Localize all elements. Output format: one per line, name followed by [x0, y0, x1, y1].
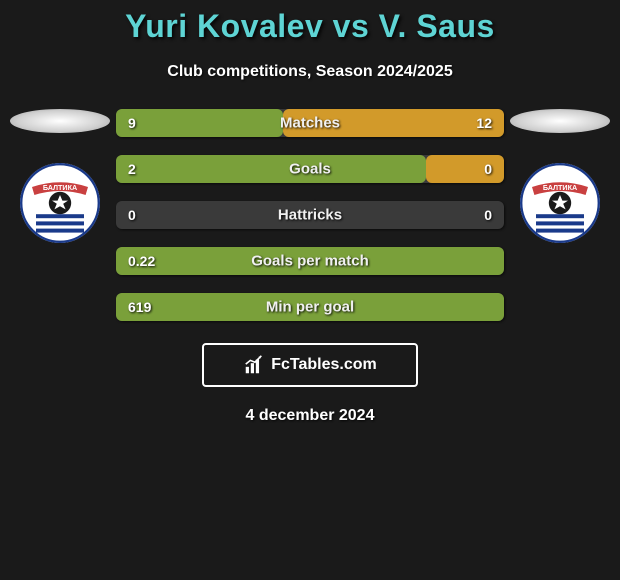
right-side: БАЛТИКА — [508, 109, 612, 243]
stat-row: 0 Hattricks 0 — [116, 201, 504, 229]
page-title: Yuri Kovalev vs V. Saus — [0, 8, 620, 45]
bar-left — [116, 109, 283, 137]
brand-box[interactable]: FcTables.com — [202, 343, 418, 387]
stats-column: 9 Matches 12 2 Goals 0 0 Hattricks 0 0.22 Goals pe… — [112, 109, 508, 321]
stat-row: 9 Matches 12 — [116, 109, 504, 137]
bar-left — [116, 155, 426, 183]
club-logo-left: БАЛТИКА — [20, 163, 100, 243]
left-side: БАЛТИКА — [8, 109, 112, 243]
stat-label: Goals — [289, 161, 331, 178]
stat-label: Min per goal — [266, 299, 354, 316]
stat-value-left: 619 — [128, 299, 151, 315]
stat-value-left: 9 — [128, 115, 136, 131]
svg-text:БАЛТИКА: БАЛТИКА — [543, 183, 577, 192]
baltika-logo-icon: БАЛТИКА — [520, 163, 600, 243]
club-logo-right: БАЛТИКА — [520, 163, 600, 243]
bar-right — [426, 155, 504, 183]
stat-value-left: 0.22 — [128, 253, 155, 269]
stat-value-right: 0 — [484, 161, 492, 177]
stat-label: Hattricks — [278, 207, 342, 224]
stat-row: 2 Goals 0 — [116, 155, 504, 183]
stat-value-left: 2 — [128, 161, 136, 177]
stat-value-right: 0 — [484, 207, 492, 223]
svg-text:БАЛТИКА: БАЛТИКА — [43, 183, 77, 192]
main-area: БАЛТИКА 9 Matches 12 2 Goals 0 0 Hattricks 0 0.22… — [0, 109, 620, 321]
date-label: 4 december 2024 — [0, 407, 620, 425]
stat-value-left: 0 — [128, 207, 136, 223]
comparison-card: Yuri Kovalev vs V. Saus Club competition… — [0, 0, 620, 425]
player-avatar-right — [510, 109, 610, 133]
player-avatar-left — [10, 109, 110, 133]
stat-row: 619 Min per goal — [116, 293, 504, 321]
subtitle: Club competitions, Season 2024/2025 — [0, 63, 620, 81]
chart-icon — [243, 354, 265, 376]
stat-label: Matches — [280, 115, 340, 132]
brand-label: FcTables.com — [271, 356, 377, 374]
stat-value-right: 12 — [476, 115, 492, 131]
stat-label: Goals per match — [251, 253, 369, 270]
stat-row: 0.22 Goals per match — [116, 247, 504, 275]
baltika-logo-icon: БАЛТИКА — [20, 163, 100, 243]
